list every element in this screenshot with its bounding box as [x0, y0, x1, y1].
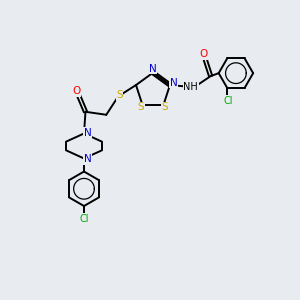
- Text: NH: NH: [183, 82, 198, 92]
- Text: S: S: [116, 90, 123, 100]
- Text: Cl: Cl: [79, 214, 89, 224]
- Text: N: N: [169, 78, 177, 88]
- Text: N: N: [84, 128, 92, 138]
- Text: O: O: [200, 50, 208, 59]
- Text: Cl: Cl: [224, 96, 233, 106]
- Text: S: S: [138, 102, 144, 112]
- Text: N: N: [84, 154, 92, 164]
- Text: O: O: [72, 86, 81, 96]
- Text: N: N: [149, 64, 157, 74]
- Text: S: S: [162, 102, 168, 112]
